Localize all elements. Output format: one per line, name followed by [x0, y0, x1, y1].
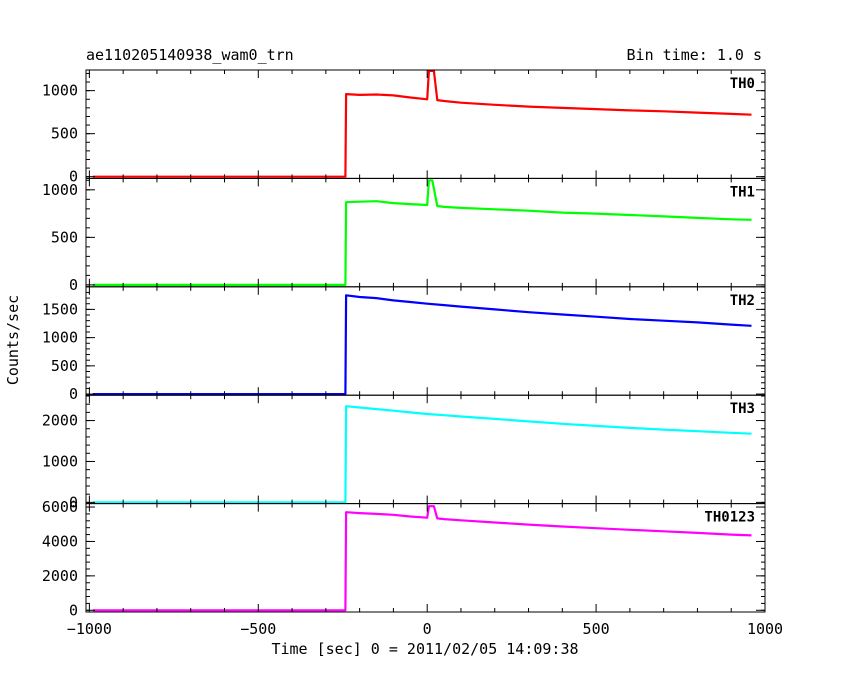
chart-title: ae110205140938_wam0_trn	[86, 46, 294, 64]
y-tick-label-th1: 1000	[42, 181, 78, 199]
y-tick-label-th2: 0	[69, 385, 78, 403]
y-tick-label-th2: 1500	[42, 300, 78, 318]
x-tick-label: 500	[583, 620, 610, 638]
x-axis-title: Time [sec] 0 = 2011/02/05 14:09:38	[271, 640, 578, 658]
y-axis-title: Counts/sec	[4, 295, 22, 385]
series-line-th0123	[92, 505, 752, 612]
y-tick-label-th0123: 2000	[42, 567, 78, 585]
y-tick-label-th0123: 4000	[42, 532, 78, 550]
panel-frame-th0	[85, 69, 766, 179]
y-tick-label-th1: 500	[51, 228, 78, 246]
y-tick-label-th2: 500	[51, 357, 78, 375]
y-tick-label-th0: 1000	[42, 82, 78, 100]
y-tick-label-th3: 2000	[42, 412, 78, 430]
series-line-th0	[92, 69, 752, 178]
y-tick-label-th1: 0	[69, 276, 78, 294]
y-tick-label-th0123: 6000	[42, 498, 78, 516]
panel-frame-th3	[85, 394, 766, 505]
x-tick-label: −1000	[67, 620, 112, 638]
panel-frame-th1	[85, 177, 766, 288]
y-tick-label-th0: 500	[51, 125, 78, 143]
y-tick-label-th0: 0	[69, 168, 78, 186]
panel-label-th3: TH3	[730, 401, 755, 417]
y-tick-label-th3: 1000	[42, 452, 78, 470]
y-tick-label-th3: 0	[69, 493, 78, 511]
series-line-th3	[92, 405, 752, 504]
panel-label-th1: TH1	[730, 184, 755, 200]
bin-time-label: Bin time: 1.0 s	[627, 46, 762, 64]
x-tick-label: 0	[423, 620, 432, 638]
panel-label-th0123: TH0123	[704, 510, 755, 526]
panel-label-th0: TH0	[730, 76, 755, 92]
panel-label-th2: TH2	[730, 293, 755, 309]
series-line-th1	[92, 179, 752, 286]
x-tick-label: −500	[240, 620, 276, 638]
series-line-th2	[92, 294, 752, 396]
y-tick-label-th0123: 0	[69, 601, 78, 619]
y-tick-label-th2: 1000	[42, 329, 78, 347]
panel-frame-th0123	[85, 503, 766, 613]
x-tick-label: 1000	[747, 620, 783, 638]
